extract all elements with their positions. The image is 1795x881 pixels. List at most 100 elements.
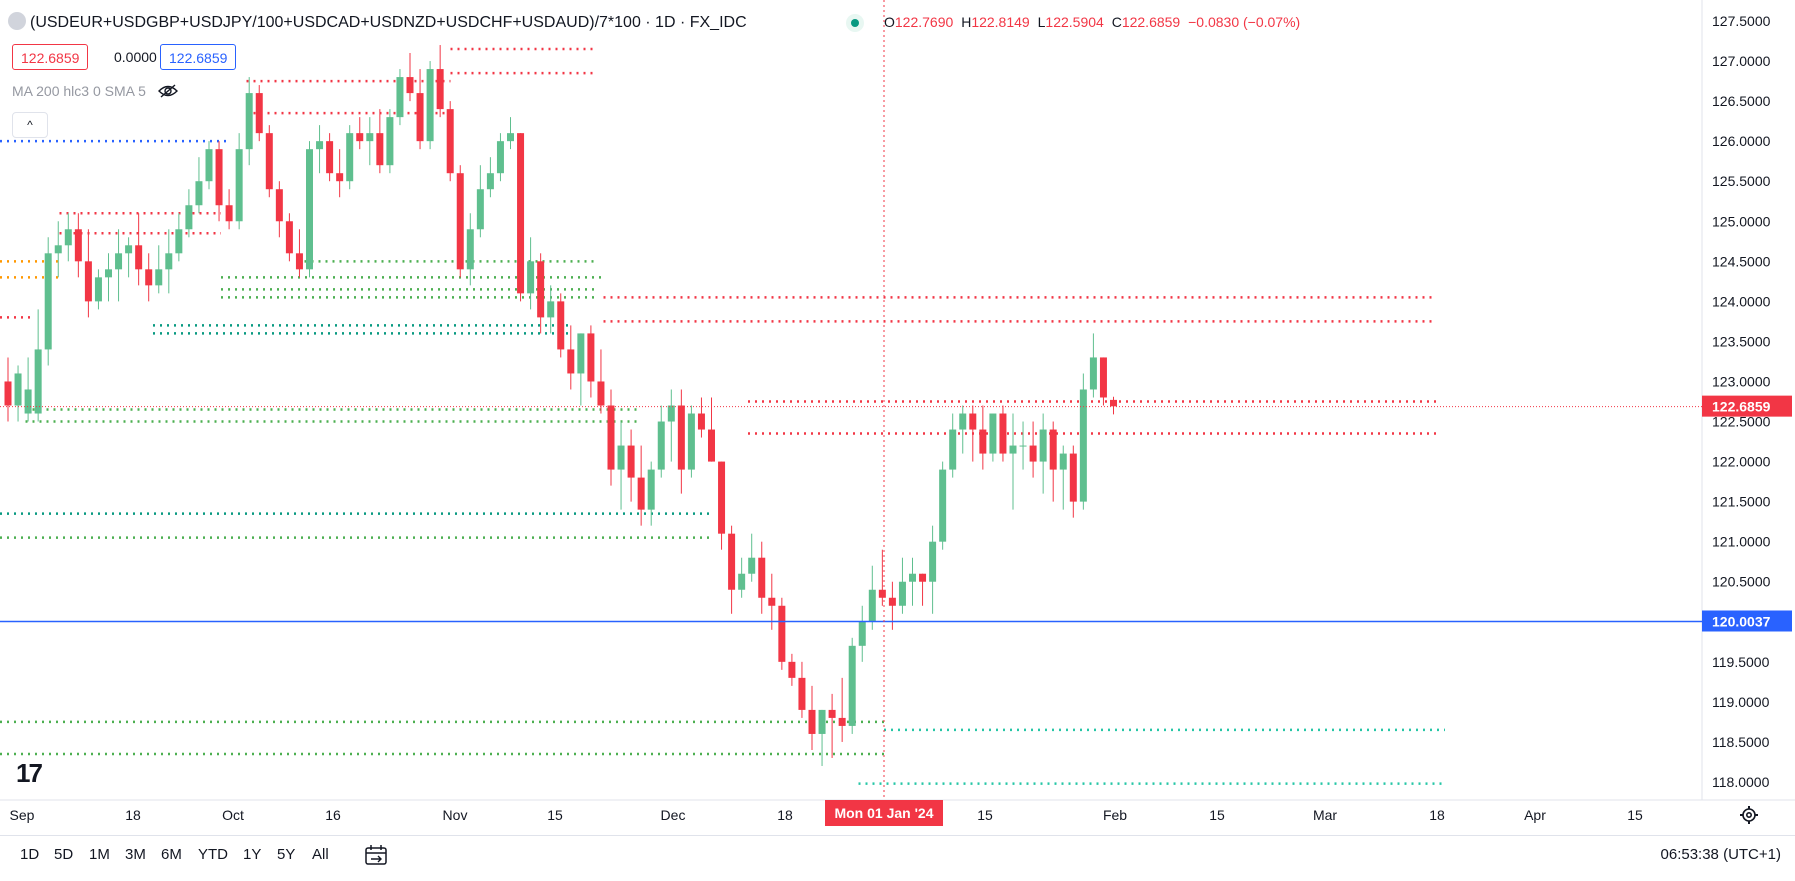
symbol-title[interactable]: (USDEUR+USDGBP+USDJPY/100+USDCAD+USDNZD+… [30, 14, 747, 31]
gear-icon[interactable] [1738, 804, 1760, 826]
candle-body [798, 677, 806, 710]
candle-body [366, 133, 374, 142]
candle-body [456, 173, 464, 270]
candle-body [507, 133, 514, 142]
candle-body [868, 589, 876, 622]
candle-body [738, 573, 746, 590]
calendar-goto-icon[interactable] [364, 844, 388, 866]
ohlc-readout: O122.7690 H122.8149 L122.5904 C122.6859 … [884, 14, 1300, 30]
ohlc-open-label: O [884, 14, 895, 30]
x-tick-label: Apr [1524, 807, 1546, 823]
spread-value: 0.0000 [114, 49, 157, 65]
candle-body [597, 381, 605, 406]
candle-body [175, 229, 183, 254]
candle-body [285, 221, 293, 254]
candle-body [848, 645, 856, 726]
range-button-1d[interactable]: 1D [20, 846, 40, 863]
x-tick-label: 15 [977, 807, 993, 823]
market-status-icon[interactable] [846, 14, 864, 32]
y-tick-label: 125.0000 [1712, 213, 1771, 229]
range-button-ytd[interactable]: YTD [198, 846, 228, 863]
x-tick-label: 18 [777, 807, 793, 823]
candle-body [396, 77, 404, 118]
y-tick-label: 126.0000 [1712, 133, 1771, 149]
range-button-3m[interactable]: 3M [125, 846, 146, 863]
candle-body [567, 349, 575, 374]
candle-body [748, 557, 756, 574]
candle-body [386, 117, 394, 166]
candle-body [969, 413, 977, 430]
crosshair-date-label: Mon 01 Jan '24 [834, 805, 933, 821]
candle-body [697, 413, 705, 430]
buy-button[interactable]: 122.6859 [160, 44, 237, 70]
candle-body [185, 205, 193, 230]
range-button-1m[interactable]: 1M [89, 846, 110, 863]
range-button-all[interactable]: All [312, 846, 329, 863]
x-tick-label: Sep [10, 807, 35, 823]
range-button-5y[interactable]: 5Y [277, 846, 296, 863]
candle-body [316, 141, 324, 150]
candle-body [667, 405, 675, 422]
candle-body [265, 133, 273, 190]
candle-body [728, 533, 736, 590]
y-tick-label: 124.5000 [1712, 253, 1771, 269]
x-tick-label: Mar [1313, 807, 1337, 823]
candle-body [376, 133, 384, 166]
y-tick-label: 123.5000 [1712, 333, 1771, 349]
range-button-1y[interactable]: 1Y [243, 846, 262, 863]
candle-body [346, 133, 354, 182]
y-tick-label: 124.0000 [1712, 293, 1771, 309]
candle-body [909, 573, 916, 582]
y-tick-label: 127.5000 [1712, 13, 1771, 29]
range-button-5d[interactable]: 5D [54, 846, 74, 863]
candle-body [677, 405, 685, 470]
y-tick-label: 118.0000 [1712, 774, 1770, 790]
candle-body [195, 181, 203, 206]
x-tick-label: 18 [125, 807, 141, 823]
candle-body [858, 621, 866, 646]
candle-body [24, 389, 32, 414]
candle-body [949, 429, 957, 470]
eye-hidden-icon[interactable] [157, 84, 178, 98]
range-button-6m[interactable]: 6M [161, 846, 182, 863]
indicator-legend[interactable]: MA 200 hlc3 0 SMA 5 [12, 83, 178, 99]
last-price-label: 122.6859 [1712, 399, 1771, 415]
candle-body [215, 149, 223, 206]
candle-body [436, 69, 444, 110]
y-tick-label: 123.0000 [1712, 373, 1771, 389]
candle-body [135, 245, 143, 270]
candle-body [587, 333, 595, 382]
symbol-icon [8, 12, 26, 30]
ohlc-low: 122.5904 [1045, 14, 1104, 30]
candle-body [1029, 445, 1037, 462]
candle-body [547, 301, 555, 318]
x-tick-label: Feb [1103, 807, 1127, 823]
y-tick-label: 121.5000 [1712, 494, 1771, 510]
candle-body [125, 245, 133, 254]
candle-body [225, 205, 233, 222]
candle-body [838, 717, 846, 726]
candle-body [999, 413, 1007, 454]
candle-body [1049, 429, 1057, 470]
y-tick-label: 127.0000 [1712, 53, 1771, 69]
candle-body [1019, 445, 1027, 447]
sell-button[interactable]: 122.6859 [12, 44, 89, 70]
candle-body [617, 445, 625, 470]
candle-body [155, 269, 163, 286]
candle-body [84, 261, 92, 302]
candle-body [1069, 453, 1077, 502]
y-tick-label: 119.5000 [1712, 654, 1770, 670]
candle-body [627, 445, 635, 478]
candle-body [708, 429, 715, 462]
candle-body [718, 461, 726, 534]
candle-body [1110, 399, 1117, 407]
candle-body [788, 661, 796, 678]
clock-timezone[interactable]: 06:53:38 (UTC+1) [1660, 846, 1781, 863]
candle-body [758, 557, 766, 598]
candle-body [929, 541, 937, 582]
candle-body [657, 421, 665, 470]
candle-body [14, 373, 22, 406]
x-tick-label: 15 [547, 807, 563, 823]
collapse-legend-button[interactable]: ^ [12, 112, 48, 138]
